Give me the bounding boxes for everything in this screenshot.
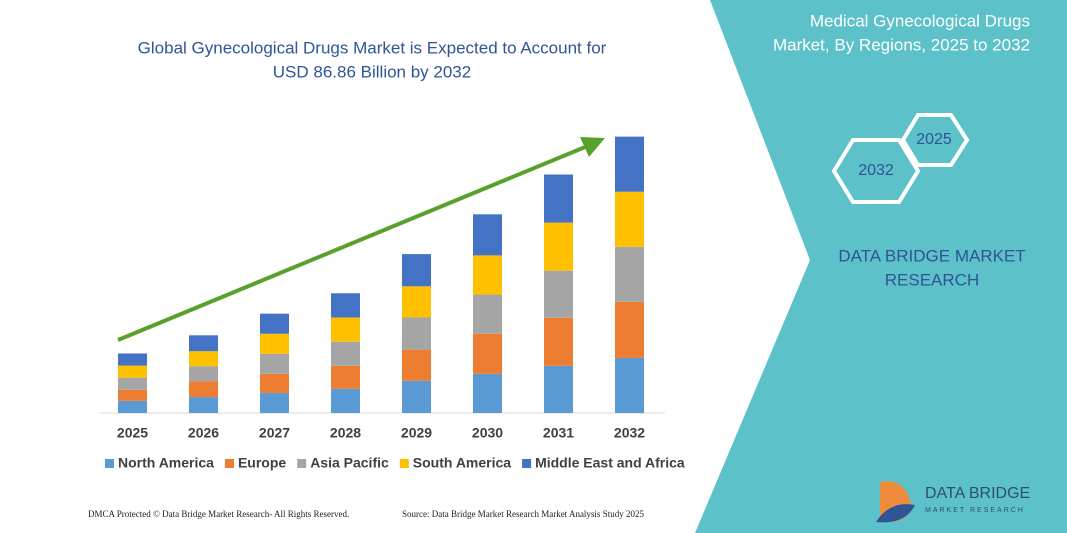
bar-segment bbox=[331, 317, 360, 342]
bar-segment bbox=[473, 214, 502, 256]
bar-segment bbox=[331, 293, 360, 318]
bar-segment bbox=[473, 255, 502, 295]
bar-segment bbox=[189, 381, 218, 398]
bar-segment bbox=[544, 222, 573, 271]
x-tick-label: 2030 bbox=[472, 425, 503, 441]
side-panel bbox=[695, 0, 1067, 533]
logo-icon bbox=[876, 504, 915, 523]
hexagon bbox=[900, 113, 970, 167]
legend-swatch bbox=[224, 459, 234, 468]
x-tick-label: 2027 bbox=[259, 425, 290, 441]
x-tick-label: 2031 bbox=[543, 425, 574, 441]
legend-swatch bbox=[105, 459, 114, 468]
bar-segment bbox=[189, 397, 218, 413]
bar-segment bbox=[118, 389, 147, 401]
bar-segment bbox=[544, 174, 573, 223]
brand-text: DATA BRIDGE MARKET bbox=[838, 246, 1025, 265]
bar-segment bbox=[615, 191, 644, 247]
bar-segment bbox=[615, 301, 644, 358]
bar-segment bbox=[331, 365, 360, 389]
trend-arrow bbox=[117, 143, 591, 342]
bar-segment bbox=[189, 366, 218, 382]
legend-label: Middle East and Africa bbox=[535, 455, 685, 471]
bar-segment bbox=[615, 357, 644, 413]
hexagon bbox=[831, 138, 921, 204]
legend-label: North America bbox=[118, 455, 214, 471]
bar-segment bbox=[118, 400, 147, 413]
bar-segment bbox=[615, 136, 644, 192]
bar-segment bbox=[544, 365, 573, 413]
panel-title: Medical Gynecological Drugs bbox=[810, 11, 1030, 30]
logo-tagline: MARKET RESEARCH bbox=[925, 507, 1025, 514]
footer-left: DMCA Protected © Data Bridge Market Rese… bbox=[88, 509, 349, 519]
bar-segment bbox=[402, 317, 431, 350]
x-tick-label: 2029 bbox=[401, 425, 432, 441]
bar-segment bbox=[402, 254, 431, 287]
bar-segment bbox=[260, 313, 289, 334]
brand-text: RESEARCH bbox=[885, 270, 979, 289]
bar-segment bbox=[118, 353, 147, 366]
legend-label: Asia Pacific bbox=[310, 455, 389, 471]
footer-right: Source: Data Bridge Market Research Mark… bbox=[402, 509, 644, 519]
plot: 2025 2026 2027 2028 2029 2030 2031 2032 North Am… bbox=[105, 136, 685, 471]
bar-segment bbox=[402, 286, 431, 318]
x-tick-label: 2026 bbox=[188, 425, 219, 441]
bar-segment bbox=[544, 317, 573, 366]
x-tick-label: 2028 bbox=[330, 425, 361, 441]
bar-segment bbox=[260, 373, 289, 393]
legend-swatch bbox=[522, 459, 532, 468]
bar-segment bbox=[402, 380, 431, 413]
bar-segment bbox=[260, 333, 289, 354]
bar-segment bbox=[118, 377, 147, 390]
chart-title: Global Gynecological Drugs Market is Exp… bbox=[138, 38, 607, 57]
bar-segment bbox=[544, 270, 573, 318]
bar-segment bbox=[615, 246, 644, 302]
legend-swatch bbox=[399, 459, 409, 468]
bar-segment bbox=[331, 341, 360, 366]
hexagon-label: 2032 bbox=[858, 162, 894, 179]
bar-segment bbox=[331, 388, 360, 413]
logo-name: DATA BRIDGE bbox=[925, 485, 1030, 502]
bar-segment bbox=[189, 351, 218, 367]
legend-swatch bbox=[297, 459, 307, 468]
bar-segment bbox=[473, 333, 502, 374]
bar-segment bbox=[402, 349, 431, 381]
bar-segment bbox=[260, 353, 289, 374]
bar-segment bbox=[189, 335, 218, 352]
hexagon-label: 2025 bbox=[916, 131, 952, 148]
legend-label: Europe bbox=[238, 455, 286, 471]
legend-label: South America bbox=[413, 455, 511, 471]
bar-segment bbox=[473, 373, 502, 413]
x-tick-label: 2025 bbox=[117, 425, 148, 441]
x-tick-label: 2032 bbox=[614, 425, 645, 441]
bar-segment bbox=[260, 392, 289, 413]
trend-arrow-head bbox=[580, 137, 605, 157]
chart-title: USD 86.86 Billion by 2032 bbox=[273, 62, 471, 81]
bar-segment bbox=[473, 294, 502, 334]
panel-title: Market, By Regions, 2025 to 2032 bbox=[773, 35, 1030, 54]
bar-segment bbox=[118, 365, 147, 378]
